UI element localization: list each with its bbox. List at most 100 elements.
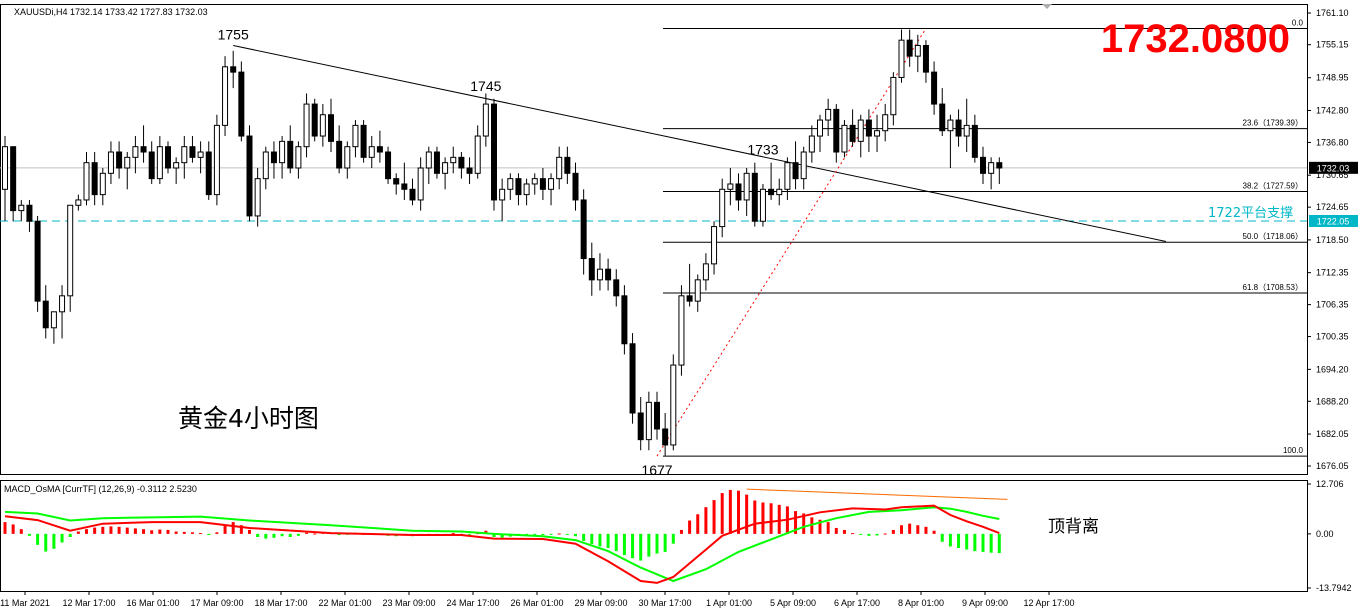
divergence-label: 顶背离 xyxy=(1048,517,1099,537)
fib-level-label: 23.6（1739.39） xyxy=(1243,119,1304,128)
candle xyxy=(197,151,204,158)
osma-bar xyxy=(712,500,716,534)
x-tick-label: 30 Mar 17:00 xyxy=(638,598,691,608)
osma-bar xyxy=(223,526,227,534)
x-tick-label: 6 Apr 17:00 xyxy=(834,598,880,608)
osma-bar xyxy=(720,493,724,534)
osma-bar xyxy=(957,533,961,548)
candle xyxy=(507,178,514,190)
trendline xyxy=(233,45,1167,242)
candle xyxy=(393,178,400,185)
candle xyxy=(173,162,180,169)
candle xyxy=(833,108,840,153)
osma-bar xyxy=(133,528,137,534)
osma-bar xyxy=(142,529,146,534)
candle xyxy=(116,151,123,169)
candle xyxy=(279,140,286,164)
support-price-tag xyxy=(1309,214,1358,227)
candle xyxy=(841,124,848,153)
candle xyxy=(865,119,872,137)
osma-bar xyxy=(158,529,162,534)
candle xyxy=(360,124,367,158)
osma-bar xyxy=(492,533,496,538)
osma-bar xyxy=(541,533,545,536)
y-tick-label: 1688.20 xyxy=(1316,396,1349,406)
osma-bar xyxy=(199,533,203,535)
y-tick-label: 1748.95 xyxy=(1316,73,1349,83)
y-tick-label: 1755.15 xyxy=(1316,40,1349,50)
candle xyxy=(588,258,595,281)
candle xyxy=(376,146,383,153)
candle xyxy=(83,162,90,201)
osma-bar xyxy=(182,531,186,534)
candle xyxy=(980,156,986,174)
y-tick-label: 1724.65 xyxy=(1316,202,1349,212)
candle xyxy=(213,124,220,196)
candle xyxy=(515,178,522,196)
osma-bar xyxy=(288,533,292,538)
candle xyxy=(344,146,351,169)
osma-bar xyxy=(60,533,64,543)
candle xyxy=(401,183,408,190)
x-tick-label: 18 Mar 17:00 xyxy=(254,598,307,608)
candle xyxy=(246,135,253,217)
osma-bar xyxy=(647,533,651,557)
candle xyxy=(613,279,620,297)
osma-bar xyxy=(696,514,700,534)
candle xyxy=(874,130,881,137)
candle xyxy=(711,226,718,265)
candle xyxy=(963,124,970,137)
chart-title-label: 黄金4小时图 xyxy=(178,404,319,433)
osma-bar xyxy=(948,533,952,547)
y-tick-label: 1730.65 xyxy=(1316,170,1349,180)
osma-bar xyxy=(834,527,838,534)
candle xyxy=(458,156,465,169)
osma-bar xyxy=(19,529,23,534)
candle xyxy=(311,103,318,137)
osma-bar xyxy=(802,513,806,534)
osma-bar xyxy=(916,525,920,534)
scroll-marker-icon[interactable] xyxy=(1042,4,1052,9)
candle xyxy=(556,156,563,180)
osma-bar xyxy=(85,529,88,534)
osma-bar xyxy=(598,533,602,547)
candle xyxy=(67,204,74,297)
candle xyxy=(808,135,815,153)
osma-bar xyxy=(891,529,895,534)
candle xyxy=(849,124,856,142)
candle xyxy=(947,119,954,132)
osma-bar xyxy=(940,533,944,542)
x-tick-label: 12 Apr 17:00 xyxy=(1023,598,1074,608)
x-tick-label: 22 Mar 01:00 xyxy=(318,598,371,608)
osma-bar xyxy=(679,529,683,534)
candle xyxy=(181,146,188,164)
candle xyxy=(59,295,66,313)
candle xyxy=(262,151,269,180)
candle xyxy=(678,295,685,366)
candle xyxy=(156,146,163,180)
candle xyxy=(580,199,587,260)
osma-bar xyxy=(777,504,781,534)
candle xyxy=(352,124,359,148)
fib-level-label: 38.2（1727.59） xyxy=(1243,181,1304,190)
osma-bar xyxy=(867,533,871,536)
candle xyxy=(702,263,709,281)
candle xyxy=(385,151,392,180)
candle xyxy=(2,146,8,190)
candle xyxy=(107,151,114,174)
candle xyxy=(442,162,449,174)
osma-bar xyxy=(166,529,170,534)
candle xyxy=(784,162,791,190)
osma-bar xyxy=(989,533,993,553)
candle xyxy=(931,71,938,105)
candle xyxy=(882,114,889,132)
candle xyxy=(817,119,823,137)
candle xyxy=(971,124,978,158)
candle xyxy=(466,167,473,174)
candle xyxy=(26,204,33,222)
osma-bar xyxy=(500,533,504,538)
candle xyxy=(955,119,962,137)
osma-bar xyxy=(125,527,129,534)
candle xyxy=(499,188,506,201)
